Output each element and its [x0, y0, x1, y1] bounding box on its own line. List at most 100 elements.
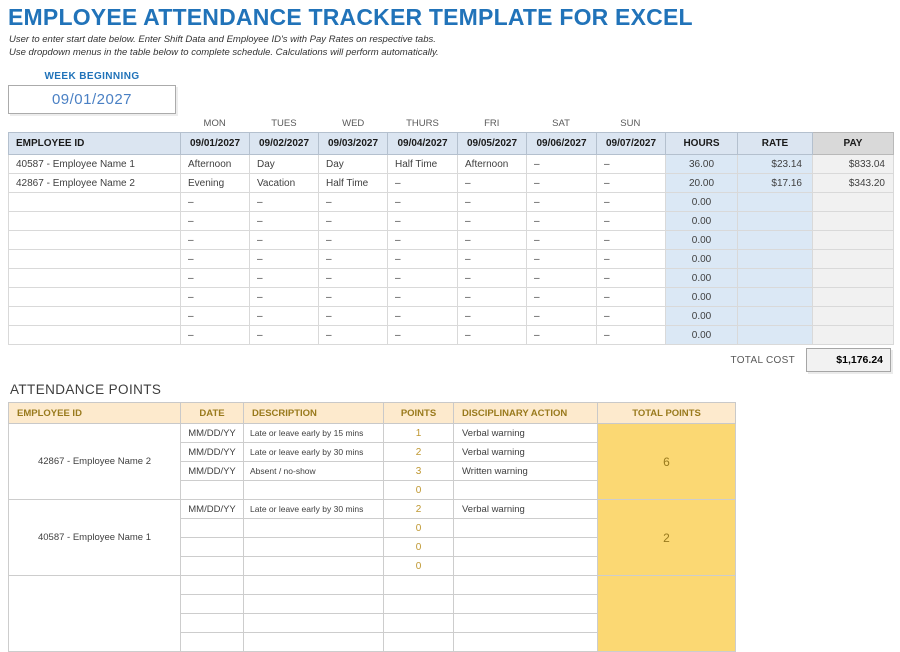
attendance-action-cell[interactable] — [453, 480, 598, 500]
attendance-description-cell[interactable] — [243, 537, 384, 557]
shift-dropdown-cell[interactable]: – — [180, 268, 250, 288]
shift-dropdown-cell[interactable]: – — [318, 306, 388, 326]
shift-dropdown-cell[interactable]: – — [180, 249, 250, 269]
shift-dropdown-cell[interactable]: – — [318, 287, 388, 307]
shift-dropdown-cell[interactable]: Half Time — [318, 173, 388, 193]
shift-dropdown-cell[interactable]: – — [526, 211, 597, 231]
shift-dropdown-cell[interactable]: – — [387, 173, 458, 193]
attendance-description-cell[interactable]: Late or leave early by 30 mins — [243, 499, 384, 519]
employee-id-cell[interactable]: 40587 - Employee Name 1 — [8, 154, 181, 174]
shift-dropdown-cell[interactable]: – — [249, 268, 319, 288]
shift-dropdown-cell[interactable]: – — [526, 154, 597, 174]
shift-dropdown-cell[interactable]: – — [596, 268, 666, 288]
shift-dropdown-cell[interactable]: – — [249, 306, 319, 326]
shift-dropdown-cell[interactable]: – — [457, 230, 527, 250]
shift-dropdown-cell[interactable]: – — [249, 192, 319, 212]
attendance-action-cell[interactable]: Verbal warning — [453, 423, 598, 443]
attendance-points-cell[interactable]: 0 — [383, 556, 454, 576]
shift-dropdown-cell[interactable]: – — [180, 287, 250, 307]
attendance-action-cell[interactable]: Verbal warning — [453, 442, 598, 462]
attendance-employee-cell[interactable]: 42867 - Employee Name 2 — [8, 423, 181, 500]
attendance-action-cell[interactable] — [453, 594, 598, 614]
attendance-description-cell[interactable]: Absent / no-show — [243, 461, 384, 481]
shift-dropdown-cell[interactable]: – — [318, 268, 388, 288]
shift-dropdown-cell[interactable]: – — [249, 230, 319, 250]
attendance-action-cell[interactable] — [453, 556, 598, 576]
attendance-description-cell[interactable] — [243, 594, 384, 614]
shift-dropdown-cell[interactable]: – — [387, 230, 458, 250]
attendance-points-cell[interactable] — [383, 575, 454, 595]
shift-dropdown-cell[interactable]: – — [596, 192, 666, 212]
shift-dropdown-cell[interactable]: – — [526, 230, 597, 250]
attendance-date-cell[interactable] — [180, 594, 244, 614]
shift-dropdown-cell[interactable]: – — [596, 230, 666, 250]
attendance-description-cell[interactable] — [243, 632, 384, 652]
shift-dropdown-cell[interactable]: Half Time — [387, 154, 458, 174]
shift-dropdown-cell[interactable]: – — [387, 268, 458, 288]
attendance-action-cell[interactable] — [453, 537, 598, 557]
attendance-points-cell[interactable]: 0 — [383, 518, 454, 538]
attendance-points-cell[interactable] — [383, 594, 454, 614]
shift-dropdown-cell[interactable]: – — [318, 211, 388, 231]
attendance-action-cell[interactable] — [453, 575, 598, 595]
attendance-points-cell[interactable]: 0 — [383, 537, 454, 557]
attendance-description-cell[interactable] — [243, 613, 384, 633]
shift-dropdown-cell[interactable]: – — [387, 249, 458, 269]
shift-dropdown-cell[interactable]: – — [526, 249, 597, 269]
shift-dropdown-cell[interactable]: – — [387, 211, 458, 231]
attendance-date-cell[interactable] — [180, 518, 244, 538]
attendance-points-cell[interactable]: 2 — [383, 499, 454, 519]
attendance-date-cell[interactable] — [180, 480, 244, 500]
shift-dropdown-cell[interactable]: – — [526, 173, 597, 193]
attendance-description-cell[interactable]: Late or leave early by 15 mins — [243, 423, 384, 443]
shift-dropdown-cell[interactable]: – — [387, 306, 458, 326]
shift-dropdown-cell[interactable]: – — [249, 211, 319, 231]
attendance-date-cell[interactable] — [180, 537, 244, 557]
employee-id-cell[interactable] — [8, 287, 181, 307]
attendance-description-cell[interactable] — [243, 556, 384, 576]
employee-id-cell[interactable] — [8, 306, 181, 326]
attendance-date-cell[interactable]: MM/DD/YY — [180, 499, 244, 519]
shift-dropdown-cell[interactable]: – — [318, 230, 388, 250]
employee-id-cell[interactable] — [8, 230, 181, 250]
attendance-points-cell[interactable]: 1 — [383, 423, 454, 443]
shift-dropdown-cell[interactable]: – — [596, 173, 666, 193]
attendance-action-cell[interactable] — [453, 613, 598, 633]
shift-dropdown-cell[interactable]: – — [180, 192, 250, 212]
attendance-description-cell[interactable] — [243, 575, 384, 595]
attendance-date-cell[interactable] — [180, 556, 244, 576]
attendance-action-cell[interactable] — [453, 632, 598, 652]
attendance-points-cell[interactable] — [383, 613, 454, 633]
shift-dropdown-cell[interactable]: – — [387, 287, 458, 307]
attendance-date-cell[interactable] — [180, 613, 244, 633]
shift-dropdown-cell[interactable]: Afternoon — [180, 154, 250, 174]
shift-dropdown-cell[interactable]: – — [457, 192, 527, 212]
shift-dropdown-cell[interactable]: – — [180, 306, 250, 326]
shift-dropdown-cell[interactable]: – — [387, 192, 458, 212]
shift-dropdown-cell[interactable]: – — [457, 325, 527, 345]
attendance-date-cell[interactable]: MM/DD/YY — [180, 423, 244, 443]
employee-id-cell[interactable] — [8, 249, 181, 269]
employee-id-cell[interactable]: 42867 - Employee Name 2 — [8, 173, 181, 193]
shift-dropdown-cell[interactable]: Evening — [180, 173, 250, 193]
employee-id-cell[interactable] — [8, 211, 181, 231]
shift-dropdown-cell[interactable]: – — [318, 249, 388, 269]
shift-dropdown-cell[interactable]: Day — [318, 154, 388, 174]
shift-dropdown-cell[interactable]: – — [249, 249, 319, 269]
attendance-date-cell[interactable]: MM/DD/YY — [180, 442, 244, 462]
attendance-date-cell[interactable]: MM/DD/YY — [180, 461, 244, 481]
shift-dropdown-cell[interactable]: – — [457, 287, 527, 307]
shift-dropdown-cell[interactable]: – — [526, 325, 597, 345]
shift-dropdown-cell[interactable]: – — [180, 325, 250, 345]
shift-dropdown-cell[interactable]: – — [596, 154, 666, 174]
shift-dropdown-cell[interactable]: – — [596, 325, 666, 345]
shift-dropdown-cell[interactable]: – — [596, 211, 666, 231]
shift-dropdown-cell[interactable]: – — [249, 287, 319, 307]
shift-dropdown-cell[interactable]: – — [457, 268, 527, 288]
attendance-description-cell[interactable] — [243, 480, 384, 500]
shift-dropdown-cell[interactable]: – — [180, 211, 250, 231]
shift-dropdown-cell[interactable]: – — [318, 325, 388, 345]
employee-id-cell[interactable] — [8, 268, 181, 288]
shift-dropdown-cell[interactable]: – — [318, 192, 388, 212]
shift-dropdown-cell[interactable]: – — [457, 306, 527, 326]
